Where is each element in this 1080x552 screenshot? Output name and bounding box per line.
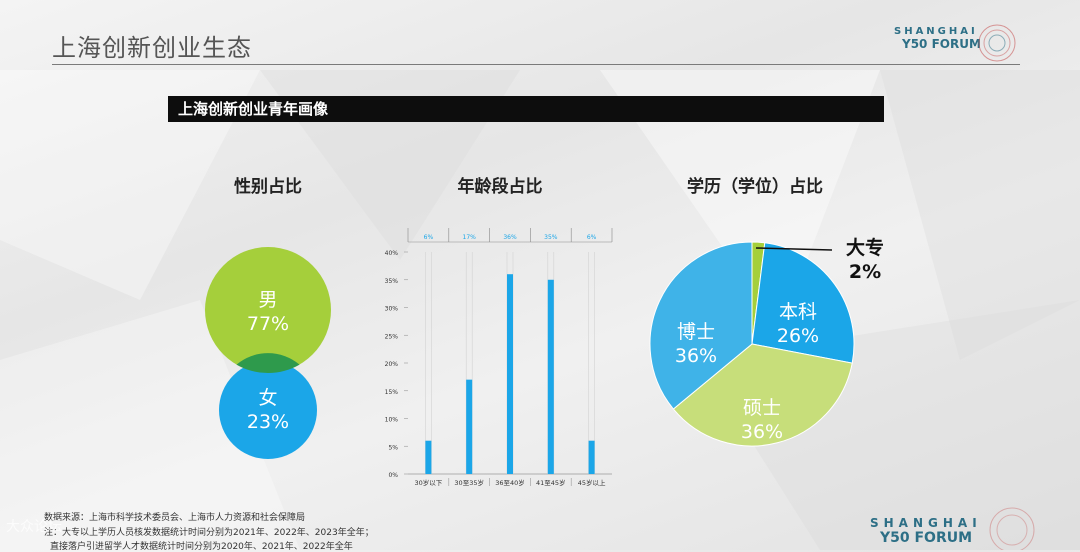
doctor-label: 博士 xyxy=(676,321,715,343)
bachelor-label: 本科 xyxy=(778,301,817,323)
bar-value-label: 35% xyxy=(544,234,558,241)
bar-value-label: 36% xyxy=(503,234,517,241)
logo-emblem-icon xyxy=(978,24,1016,62)
y-tick-label: 35% xyxy=(385,278,399,285)
doctor-value: 36% xyxy=(674,345,718,367)
age-chart-title: 年龄段占比 xyxy=(457,177,543,197)
y-tick-label: 20% xyxy=(385,361,399,368)
age-bar-0 xyxy=(425,440,432,474)
x-tick-label: 41至45岁 xyxy=(536,478,566,487)
y-tick-label: 10% xyxy=(385,417,399,424)
forum-logo-bottom: SHANGHAI Y50 FORUM xyxy=(870,516,982,546)
bar-value-label: 17% xyxy=(463,234,477,241)
forum-logo: SHANGHAI Y50 FORUM xyxy=(894,26,981,51)
male-value: 77% xyxy=(246,313,290,335)
y-tick-label: 0% xyxy=(388,472,398,479)
section-banner: 上海创新创业青年画像 xyxy=(168,96,884,122)
page-title: 上海创新创业生态 xyxy=(52,34,252,62)
master-label: 硕士 xyxy=(742,397,781,419)
bachelor-value: 26% xyxy=(776,325,820,347)
pie-label-master: 硕士 36% xyxy=(712,396,812,444)
y-tick-label: 5% xyxy=(388,444,398,451)
pie-label-bachelor: 本科 26% xyxy=(748,300,848,348)
education-chart-title: 学历（学位）占比 xyxy=(687,177,823,197)
pie-slice-2 xyxy=(672,343,853,447)
gender-venn-chart xyxy=(205,247,331,459)
footnote-note2: 直接落户引进留学人才数据统计时间分别为2020年、2021年、2022年全年 xyxy=(50,542,353,552)
venn-overlap xyxy=(236,353,300,374)
pie-callout-line xyxy=(755,247,833,251)
age-bar-chart: 0% 5% 10% 15% 20% 25% 30% 35% 40% 6% 30岁以下 17% 30至35… xyxy=(385,228,613,487)
x-tick-label: 36至40岁 xyxy=(495,478,525,487)
male-label: 男 xyxy=(258,289,278,311)
associate-label: 大专 xyxy=(845,237,884,259)
logo-bottom-line1: SHANGHAI xyxy=(870,516,982,530)
bar-value-label: 6% xyxy=(424,234,434,241)
y-tick-label: 30% xyxy=(385,306,399,313)
logo-bottom-emblem-icon xyxy=(989,507,1035,550)
female-label: 女 xyxy=(258,387,278,409)
y-tick-label: 15% xyxy=(385,389,399,396)
age-bar-3 xyxy=(547,279,554,474)
pie-slice-3 xyxy=(649,241,753,410)
associate-value: 2% xyxy=(848,261,882,283)
age-bar-4 xyxy=(588,440,595,474)
footnote-source: 数据来源：上海市科学技术委员会、上海市人力资源和社会保障局 xyxy=(44,513,306,523)
venn-male-label: 男 77% xyxy=(208,288,328,336)
pie-slice-1 xyxy=(751,242,855,364)
pie-label-doctor: 博士 36% xyxy=(646,320,746,368)
female-value: 23% xyxy=(246,411,290,433)
master-value: 36% xyxy=(740,421,784,443)
x-tick-label: 45岁以上 xyxy=(578,478,606,487)
x-tick-label: 30岁以下 xyxy=(415,478,443,487)
age-bar-2 xyxy=(507,274,513,474)
y-tick-label: 40% xyxy=(385,250,399,257)
title-divider xyxy=(52,64,1020,65)
watermark: 大众论坛 xyxy=(6,519,62,535)
education-pie-chart xyxy=(649,241,855,447)
age-bar-1 xyxy=(466,379,473,474)
logo-line2: Y50 FORUM xyxy=(902,37,981,51)
venn-female-circle xyxy=(219,361,317,459)
logo-bottom-line2: Y50 FORUM xyxy=(880,530,973,546)
venn-female-label: 女 23% xyxy=(208,386,328,434)
logo-line1: SHANGHAI xyxy=(894,26,978,37)
x-tick-label: 30至35岁 xyxy=(454,478,484,487)
bar-value-label: 6% xyxy=(587,234,597,241)
venn-male-circle xyxy=(205,247,331,373)
y-tick-label: 25% xyxy=(385,333,399,340)
gender-chart-title: 性别占比 xyxy=(234,177,302,197)
footnote-note1: 注：大专以上学历人员核发数据统计时间分别为2021年、2022年、2023年全年… xyxy=(44,528,374,538)
pie-label-associate: 大专 2% xyxy=(832,236,898,284)
